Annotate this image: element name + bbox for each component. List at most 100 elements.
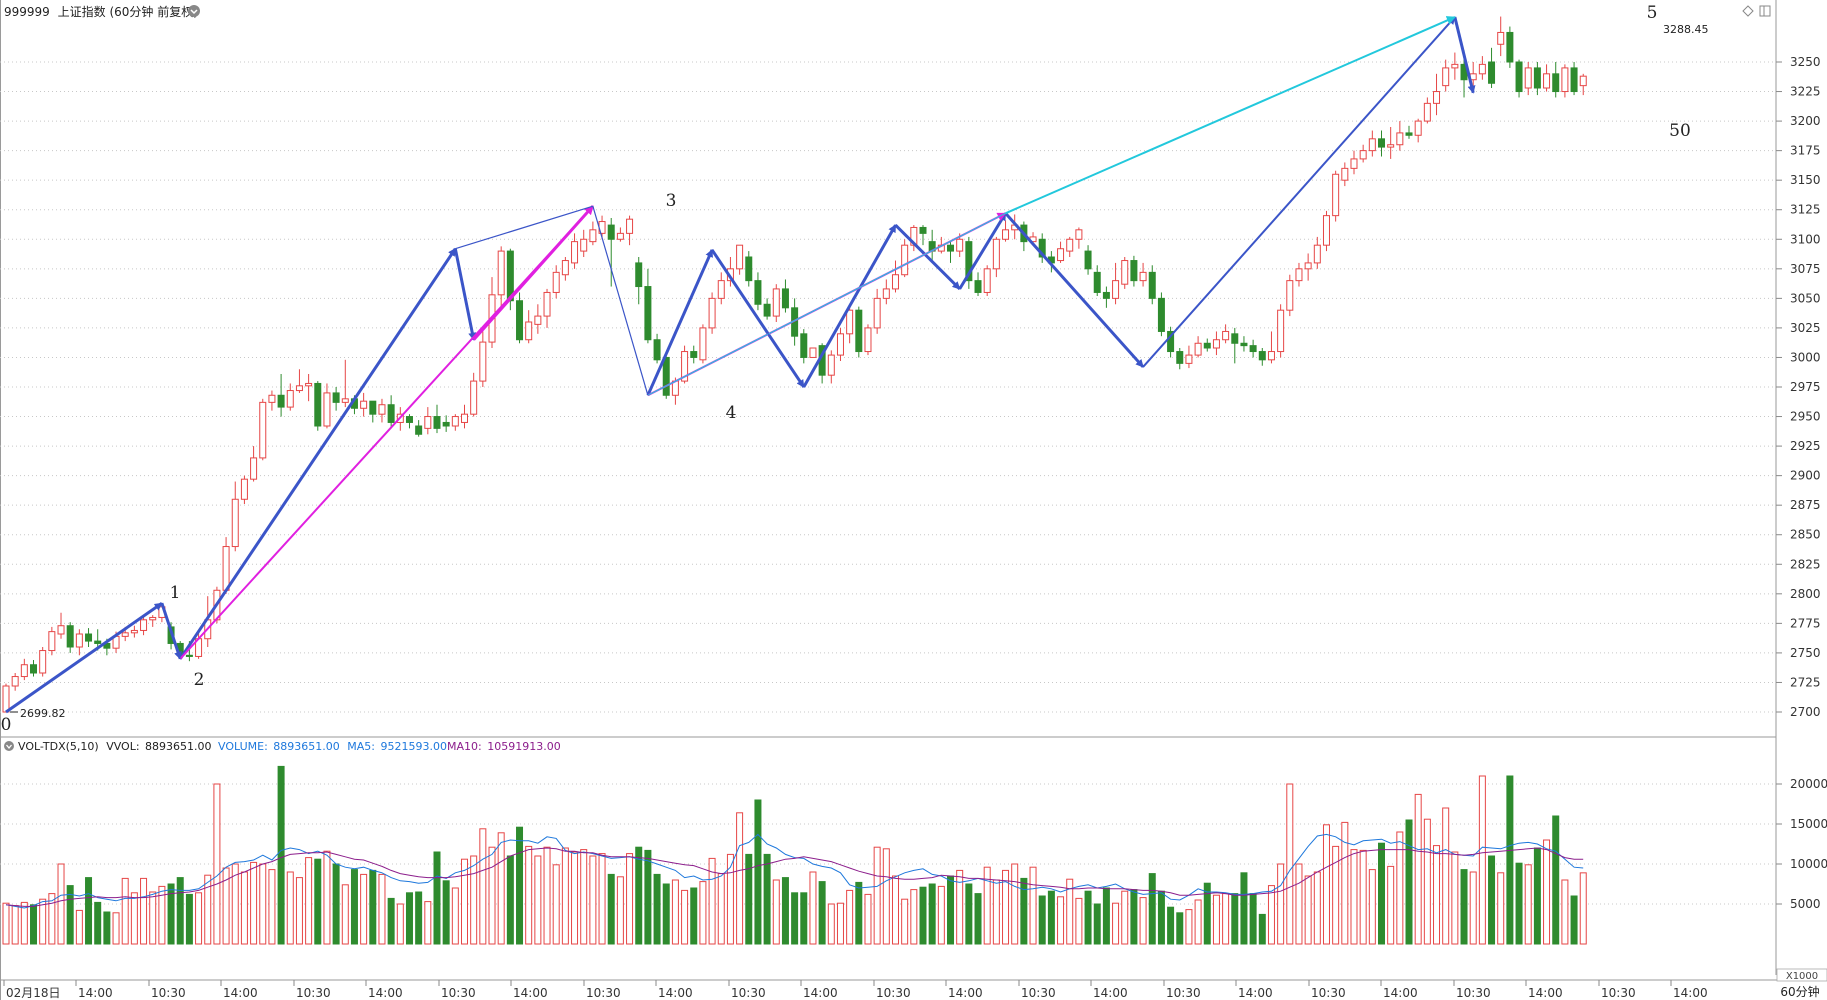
candle-body: [94, 640, 102, 644]
volume-bar: [360, 873, 368, 945]
vvol-label: VVOL:: [106, 740, 139, 753]
panel-settings-icon[interactable]: [1759, 5, 1771, 17]
ma5-value: 9521593.00: [381, 740, 447, 753]
wave-arrow: [453, 248, 477, 341]
candle-body: [1359, 150, 1367, 160]
candle-body: [1515, 61, 1523, 93]
svg-text:VOLUME: 8893651.00: VOLUME: 8893651.00 MA5: 9521593.00: [218, 740, 447, 753]
candle-body: [1341, 167, 1349, 181]
volume-bar: [1497, 872, 1505, 945]
volume-bar: [121, 877, 129, 945]
candle-body: [616, 232, 624, 240]
wave-line: [455, 205, 594, 250]
wave-label: 1: [170, 583, 181, 603]
wave-line: [711, 249, 805, 388]
volume-bar: [66, 885, 74, 945]
volume-bar: [424, 901, 432, 945]
volume-bar: [1093, 903, 1101, 945]
candle-body: [332, 392, 340, 403]
volume-bar: [781, 877, 789, 945]
volume-bar: [103, 911, 111, 945]
volume-bar: [20, 901, 28, 945]
candle-body: [552, 271, 560, 293]
volume-bar: [1460, 869, 1468, 945]
volume-unit-box: [1776, 968, 1827, 982]
volume-bar: [94, 901, 102, 945]
wave-label: 5: [1647, 3, 1658, 23]
candle-body: [662, 356, 670, 396]
candle-body: [1139, 271, 1147, 282]
price-tick-label: 2775: [1790, 616, 1821, 630]
volume-bar: [1047, 890, 1055, 945]
volume-bar: [286, 871, 294, 945]
symbol-code: 999999: [4, 5, 50, 19]
time-tick-label: 10:30: [1456, 986, 1491, 1000]
volume-lines: [5, 833, 1584, 909]
volume-bar: [1488, 855, 1496, 945]
candle-body: [20, 664, 28, 678]
volume-bar: [1295, 863, 1303, 945]
volume-bar: [1387, 865, 1395, 945]
candle-body: [323, 392, 331, 427]
volume-bar: [1341, 821, 1349, 945]
time-tick-label: 10:30: [151, 986, 186, 1000]
volume-bar: [149, 891, 157, 945]
volume-bar: [736, 812, 744, 945]
price-tick-label: 3250: [1790, 55, 1821, 69]
price-tick-label: 2950: [1790, 410, 1821, 424]
candle-body: [66, 625, 74, 648]
volume-bar: [1552, 815, 1560, 945]
candle-body: [1497, 31, 1505, 45]
volume-bar: [222, 867, 230, 945]
candle-body: [827, 354, 835, 376]
wave-arrow: [472, 205, 594, 341]
price-tick-label: 3175: [1790, 144, 1821, 158]
price-tick-label: 3200: [1790, 114, 1821, 128]
wave-arrow: [1004, 212, 1145, 368]
volume-bar: [571, 851, 579, 945]
diamond-icon[interactable]: [1742, 5, 1754, 17]
title-dropdown-icon[interactable]: [188, 5, 200, 17]
volume-bar: [295, 877, 303, 945]
candle-body: [1286, 280, 1294, 311]
candle-body: [653, 339, 661, 361]
candle-body: [690, 351, 698, 358]
volume-bar: [48, 893, 56, 945]
volume-bar: [369, 869, 377, 945]
price-tick-label: 2925: [1790, 439, 1821, 453]
indicator-menu-icon[interactable]: [4, 741, 14, 751]
wave-label: 50: [1669, 121, 1691, 141]
candle-body: [259, 401, 267, 459]
volume-tick-label: 20000: [1790, 777, 1827, 791]
volume-bar: [415, 891, 423, 945]
candle-body: [1249, 345, 1257, 353]
volume-bar: [341, 884, 349, 945]
candle-body: [39, 650, 47, 674]
volume-bar: [1167, 906, 1175, 945]
candle-body: [525, 321, 533, 341]
price-axis-ticks: 2700 2725 2750 2775 2800 2825 2850 2875 2900 2925…: [1776, 55, 1821, 719]
volume-bar: [589, 855, 597, 945]
wave-arrow: [802, 224, 897, 388]
candle-body: [1570, 67, 1578, 93]
candle-body: [1093, 271, 1101, 293]
candle-body: [1387, 144, 1395, 148]
time-tick-label: 10:30: [1601, 986, 1636, 1000]
volume-bar: [791, 892, 799, 945]
candle-body: [1148, 271, 1156, 299]
symbol-name: 上证指数: [58, 4, 106, 19]
volume-bar: [1350, 849, 1358, 945]
candle-body: [754, 280, 762, 305]
candle-body: [1543, 73, 1551, 89]
time-tick-label: 14:00: [948, 986, 983, 1000]
period-label[interactable]: 60分钟: [1780, 984, 1819, 999]
volume-bar: [1286, 783, 1294, 945]
volume-value: 8893651.00: [273, 740, 339, 753]
volume-bar: [1442, 807, 1450, 945]
candle-body: [1121, 260, 1129, 285]
candle-body: [571, 241, 579, 264]
price-tick-label: 2850: [1790, 528, 1821, 542]
candle-body: [681, 351, 689, 382]
volume-bar: [763, 853, 771, 945]
volume-bar: [140, 877, 148, 945]
